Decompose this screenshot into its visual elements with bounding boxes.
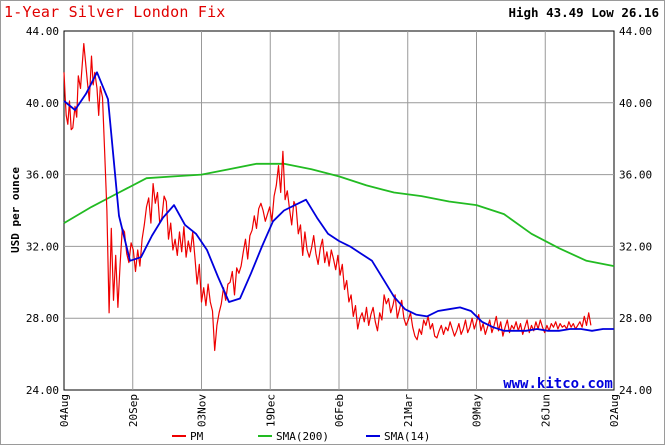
legend-label-sma-14: SMA(14) xyxy=(384,430,430,443)
horizontal-gridlines xyxy=(64,102,614,319)
x-tick-label: 04Aug xyxy=(58,394,71,427)
chart-title: 1-Year Silver London Fix xyxy=(4,3,226,21)
low-label: Low xyxy=(591,5,614,20)
x-tick-label: 20Sep xyxy=(127,394,140,427)
y-tick-label-right: 24.00 xyxy=(619,384,652,397)
series-layer xyxy=(63,42,615,352)
y-tick-label-right: 44.00 xyxy=(619,25,652,38)
series-line-sma-200 xyxy=(63,162,615,267)
high-label: High xyxy=(508,5,539,20)
legend-label-sma-200: SMA(200) xyxy=(276,430,329,443)
legend-label-pm: PM xyxy=(190,430,204,443)
y-tick-label-right: 32.00 xyxy=(619,240,652,253)
x-tick-label: 03Nov xyxy=(196,394,209,427)
x-tick-label: 26Jun xyxy=(539,394,552,427)
legend: PM SMA(200) SMA(14) xyxy=(172,430,430,443)
y-tick-label-right: 40.00 xyxy=(619,97,652,110)
series-line-sma-14 xyxy=(63,71,614,332)
y-axis-left: 24.00 28.00 32.00 36.00 40.00 44.00 xyxy=(26,25,59,397)
y-tick-label-left: 28.00 xyxy=(26,312,59,325)
y-tick-label-left: 40.00 xyxy=(26,97,59,110)
x-tick-label: 06Feb xyxy=(333,394,346,427)
x-tick-label: 09May xyxy=(471,394,484,427)
y-tick-label-right: 36.00 xyxy=(619,169,652,182)
high-value: 43.49 xyxy=(546,5,584,20)
y-tick-label-right: 28.00 xyxy=(619,312,652,325)
watermark: www.kitco.com xyxy=(503,376,613,392)
y-tick-label-left: 36.00 xyxy=(26,169,59,182)
low-value: 26.16 xyxy=(621,5,659,20)
high-low-readout: High 43.49 Low 26.16 xyxy=(508,5,659,20)
y-tick-label-left: 44.00 xyxy=(26,25,59,38)
series-line-pm xyxy=(63,42,592,352)
y-tick-label-left: 24.00 xyxy=(26,384,59,397)
y-tick-label-left: 32.00 xyxy=(26,240,59,253)
x-axis: 04Aug 20Sep 03Nov 19Dec 06Feb 21Mar 09May 26Jun… xyxy=(58,394,621,427)
x-tick-label: 19Dec xyxy=(264,394,277,427)
x-tick-label: 21Mar xyxy=(402,394,415,427)
y-axis-label: USD per ounce xyxy=(9,167,22,253)
y-axis-right: 24.00 28.00 32.00 36.00 40.00 44.00 xyxy=(619,25,652,397)
x-tick-label: 02Aug xyxy=(608,394,621,427)
